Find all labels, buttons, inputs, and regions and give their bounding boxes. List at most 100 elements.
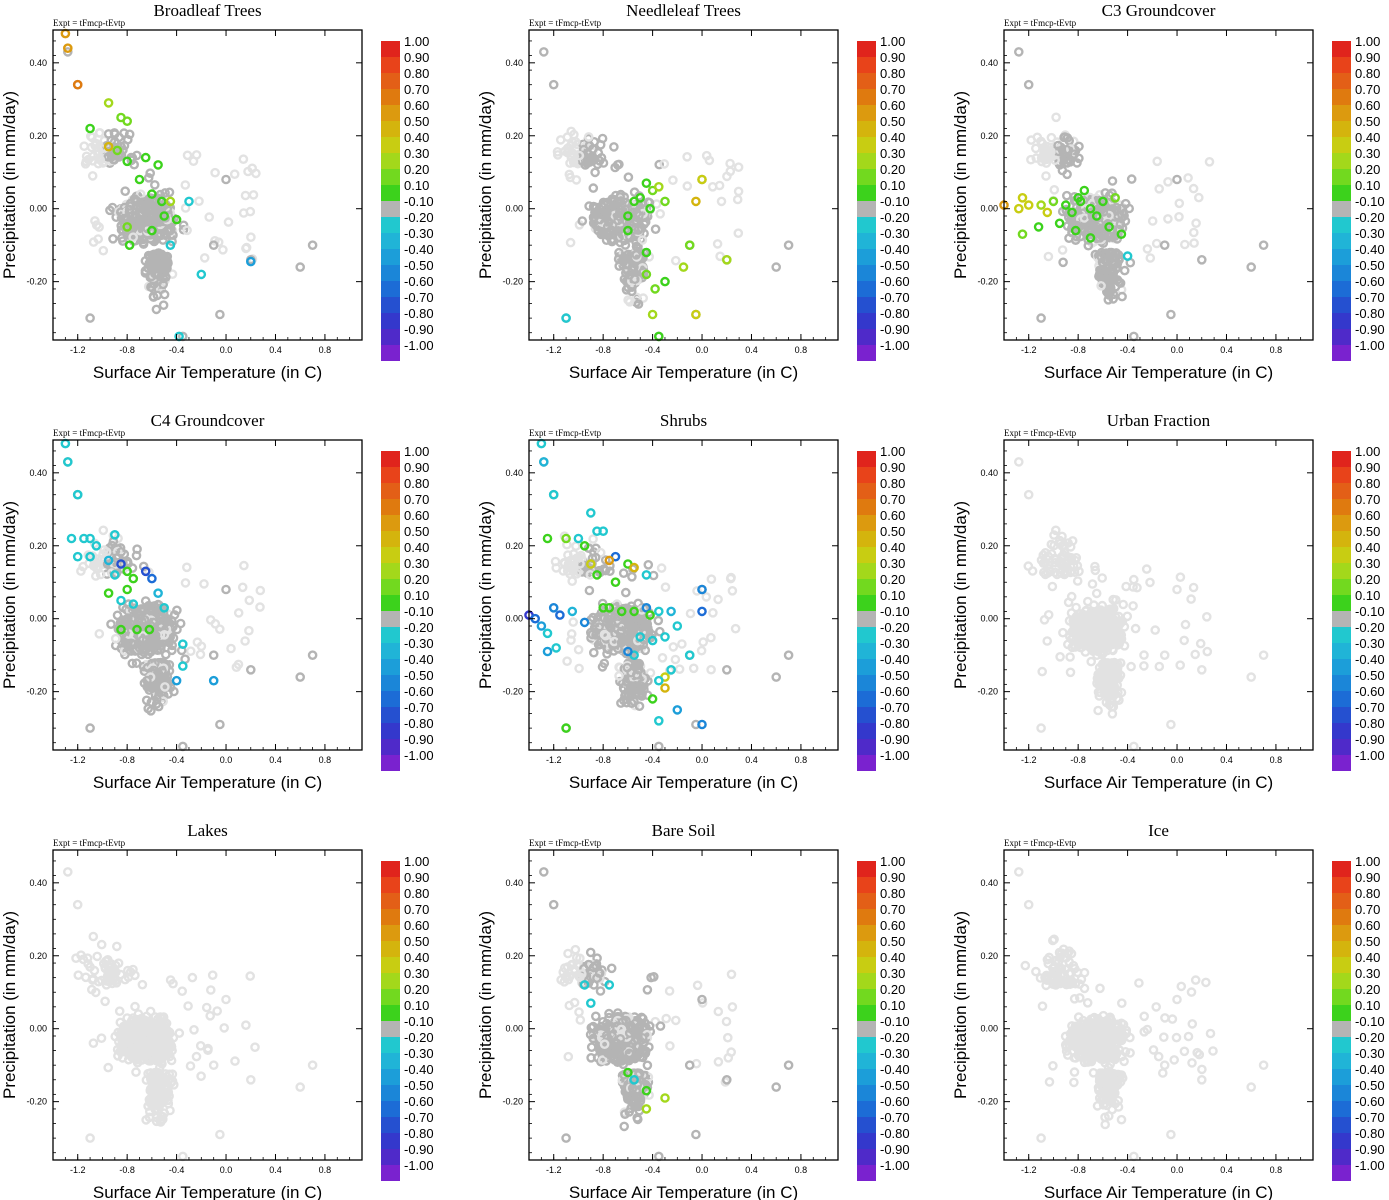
y-axis-label: Precipitation (in mm/day) — [476, 91, 495, 279]
data-point — [783, 240, 794, 250]
data-point — [1126, 174, 1137, 184]
colorbar-swatch — [381, 467, 400, 483]
colorbar-label: -1.00 — [404, 748, 434, 763]
colorbar-swatch — [381, 233, 400, 249]
data-point — [295, 672, 306, 682]
colorbar-swatch — [381, 57, 400, 73]
colorbar-label: -0.80 — [404, 306, 434, 321]
data-point — [730, 623, 741, 634]
colorbar-label: 0.70 — [1355, 82, 1380, 97]
panel-title: Needleleaf Trees — [626, 1, 741, 20]
colorbar-swatch — [857, 329, 876, 345]
data-point — [568, 617, 579, 627]
colorbar-label: 0.30 — [404, 146, 429, 161]
colorbar-label: -0.40 — [404, 242, 434, 257]
data-point — [66, 533, 77, 544]
data-point — [168, 230, 178, 240]
data-point — [668, 175, 678, 185]
data-point — [650, 224, 661, 234]
data-point — [1042, 207, 1053, 218]
colorbar-label: -0.70 — [404, 290, 434, 305]
x-tick-label: -1.2 — [70, 755, 86, 765]
data-point — [1017, 229, 1028, 239]
colorbar-swatch — [857, 217, 876, 233]
colorbar-label: -0.80 — [404, 716, 434, 731]
data-point — [208, 675, 219, 686]
x-tick-label: 0.8 — [1270, 345, 1283, 355]
data-point — [243, 166, 253, 177]
data-point — [159, 211, 169, 221]
data-point — [244, 625, 254, 636]
data-point — [1119, 265, 1130, 276]
data-point — [94, 222, 104, 232]
data-point — [153, 210, 164, 220]
data-point — [573, 644, 584, 655]
colorbar-swatch — [381, 137, 400, 153]
colorbar-swatch — [857, 201, 876, 217]
colorbar-swatch — [381, 675, 400, 691]
colorbar-label: -0.60 — [880, 274, 910, 289]
colorbar-label: -0.30 — [404, 226, 434, 241]
colorbar-swatch — [857, 57, 876, 73]
data-point — [637, 235, 648, 245]
data-point — [1172, 174, 1182, 185]
colorbar-swatch — [381, 169, 400, 185]
x-tick-label: -0.8 — [1070, 345, 1086, 355]
colorbar-label: 0.40 — [404, 130, 429, 145]
colorbar-swatch — [857, 89, 876, 105]
data-point — [103, 588, 114, 599]
data-point — [589, 647, 599, 658]
data-point — [671, 255, 681, 266]
colorbar-label: 1.00 — [404, 34, 429, 49]
data-point — [164, 187, 175, 198]
data-point — [192, 637, 203, 648]
data-point — [103, 141, 114, 152]
data-point — [1166, 309, 1176, 320]
data-point — [620, 240, 631, 250]
data-point — [584, 585, 595, 596]
data-point — [106, 619, 116, 630]
data-point — [684, 240, 695, 250]
data-point — [1041, 171, 1051, 181]
colorbar-swatch — [381, 73, 400, 89]
data-point — [159, 289, 170, 300]
data-point — [155, 230, 166, 241]
data-point — [1100, 188, 1111, 198]
x-tick-label: 0.8 — [795, 345, 808, 355]
data-point — [1107, 176, 1118, 186]
data-point — [682, 181, 693, 191]
data-point — [653, 615, 664, 626]
data-point — [94, 128, 105, 138]
data-point — [215, 719, 225, 730]
colorbar-swatch — [381, 707, 400, 723]
colorbar-swatch — [381, 265, 400, 281]
x-tick-label: -0.8 — [119, 755, 135, 765]
data-point — [566, 635, 576, 646]
data-point — [307, 240, 318, 250]
colorbar-swatch — [381, 185, 400, 201]
colorbar-label: -0.70 — [880, 290, 910, 305]
colorbar-label: 0.70 — [404, 82, 429, 97]
y-tick-label: 0.20 — [29, 541, 47, 551]
data-point — [656, 563, 667, 573]
data-point — [137, 207, 147, 218]
colorbar-swatch — [381, 313, 400, 329]
data-point — [1043, 251, 1054, 262]
data-point — [691, 309, 701, 320]
colorbar-swatch — [381, 723, 400, 739]
data-point — [226, 643, 236, 654]
colorbar-label: 0.80 — [1355, 66, 1380, 81]
colorbar-swatch — [1332, 137, 1351, 153]
data-point — [240, 190, 251, 201]
colorbar-label: 0.40 — [404, 540, 429, 555]
data-point — [105, 205, 115, 216]
y-axis-label: Precipitation (in mm/day) — [951, 91, 970, 279]
colorbar-label: -0.30 — [880, 226, 910, 241]
data-point — [244, 595, 255, 606]
data-point — [223, 217, 234, 227]
colorbar-swatch — [381, 531, 400, 547]
colorbar-label: -0.40 — [1355, 242, 1385, 257]
y-tick-label: 0.40 — [505, 58, 523, 68]
